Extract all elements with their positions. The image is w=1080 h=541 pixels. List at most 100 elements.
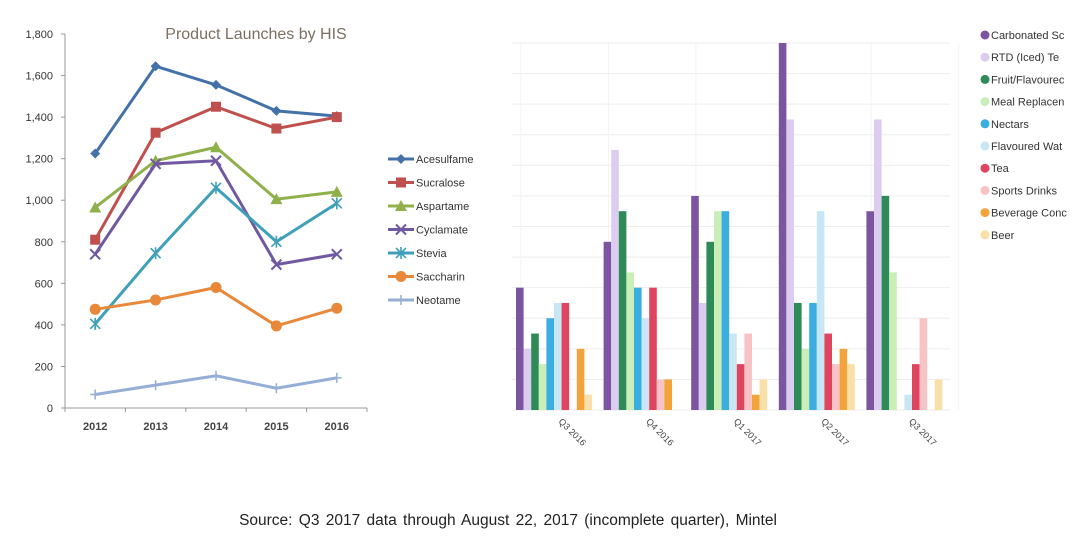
bar — [516, 287, 524, 410]
x-tick-label: Q4 2016 — [644, 416, 675, 447]
bar — [912, 364, 920, 410]
data-point — [89, 303, 101, 315]
data-point — [270, 193, 283, 205]
x-tick-label: 2016 — [325, 421, 349, 433]
legend-item: Saccharin — [388, 271, 465, 284]
legend-item: Stevia — [388, 247, 447, 260]
legend-swatch — [980, 141, 990, 151]
data-point — [330, 185, 343, 197]
legend-swatch — [980, 74, 990, 84]
bar — [874, 119, 882, 410]
bar — [839, 348, 848, 410]
x-tick-label: Q3 2017 — [907, 416, 938, 447]
data-point — [331, 302, 343, 314]
bar — [523, 348, 532, 410]
series-line — [94, 285, 338, 328]
y-tick-label: 0 — [47, 403, 53, 415]
legend-item: Aspartame — [388, 200, 469, 213]
legend-item: Sucralose — [388, 177, 465, 190]
legend-label: Aspartame — [416, 201, 469, 213]
data-point — [150, 380, 161, 391]
legend-item: Carbonated Sc — [980, 30, 1065, 42]
series-sucralose — [90, 101, 342, 245]
bar — [618, 211, 627, 410]
bar — [706, 241, 714, 410]
legend-swatch — [980, 185, 990, 195]
data-point — [270, 258, 283, 271]
y-tick-label: 1,400 — [25, 112, 53, 124]
legend-swatch — [980, 230, 990, 240]
bar — [881, 195, 890, 410]
data-point — [210, 155, 222, 167]
line-chart: Product Launches by HIS 0 200 400 600 800 1,00… — [25, 26, 473, 433]
bar — [759, 379, 768, 410]
data-point — [89, 201, 102, 213]
bar — [698, 302, 707, 410]
legend-label: Carbonated Sc — [991, 30, 1065, 42]
bar — [824, 333, 832, 410]
bar — [576, 348, 585, 410]
x-tick-label: 2015 — [264, 421, 288, 433]
legend-label: Meal Replacen — [991, 97, 1064, 109]
bar — [736, 364, 745, 410]
y-tick-label: 800 — [35, 237, 53, 249]
bar — [634, 287, 642, 410]
legend-label: Sports Drinks — [991, 185, 1058, 197]
data-point — [149, 158, 162, 170]
legend-label: Nectars — [991, 119, 1029, 131]
legend-item: Cyclamate — [388, 223, 468, 237]
legend-marker — [396, 295, 406, 305]
y-tick-label: 600 — [35, 278, 53, 290]
data-point — [271, 105, 282, 116]
y-tick-label: 1,800 — [25, 29, 53, 41]
bar — [809, 302, 817, 410]
bar — [714, 211, 722, 410]
bar — [546, 318, 554, 410]
series-saccharin — [89, 281, 343, 332]
y-tick-label: 1,600 — [25, 71, 53, 83]
legend-item: Nectars — [980, 119, 1029, 131]
data-point — [89, 317, 101, 330]
data-point — [331, 112, 342, 123]
chart-title: Product Launches by HIS — [165, 26, 346, 43]
bar — [786, 119, 794, 410]
bar — [561, 302, 570, 410]
legend-label: Sucralose — [416, 178, 465, 190]
bar — [611, 150, 619, 410]
bar — [649, 287, 657, 410]
legend-label: Beverage Conc — [991, 208, 1067, 220]
bar — [934, 379, 943, 410]
legend-swatch — [980, 163, 990, 173]
x-tick-label: Q1 2017 — [732, 416, 763, 447]
series-aspartame — [89, 141, 343, 213]
legend-label: Cyclamate — [416, 225, 468, 237]
legend-label: Fruit/Flavourec — [991, 74, 1065, 86]
legend-swatch — [980, 97, 990, 107]
bar — [641, 318, 650, 410]
x-tick-label: 2013 — [143, 421, 167, 433]
bar — [919, 318, 928, 410]
bar-chart: Q3 2016 Q4 2016 Q1 2017 Q2 2017 Q3 2017 Carbo… — [512, 30, 1067, 448]
data-point — [331, 372, 342, 383]
legend-swatch — [980, 208, 990, 218]
legend-marker — [396, 154, 406, 164]
legend-label: Saccharin — [416, 272, 465, 284]
bar — [778, 43, 787, 410]
legend-marker — [396, 177, 406, 188]
legend-item: Meal Replacen — [980, 97, 1064, 109]
bar — [752, 394, 760, 410]
bar — [721, 211, 730, 410]
bar — [794, 302, 802, 410]
data-point — [90, 389, 101, 400]
legend-marker — [395, 271, 407, 282]
legend-label: RTD (Iced) Te — [991, 52, 1059, 64]
data-point — [270, 235, 282, 248]
series-neotame — [90, 370, 342, 400]
legend-item: Fruit/Flavourec — [980, 74, 1065, 86]
bar — [904, 394, 912, 410]
data-point — [271, 383, 282, 394]
bar — [626, 272, 634, 410]
series-cyclamate — [89, 155, 343, 271]
legend-item: Beer — [980, 230, 1015, 242]
